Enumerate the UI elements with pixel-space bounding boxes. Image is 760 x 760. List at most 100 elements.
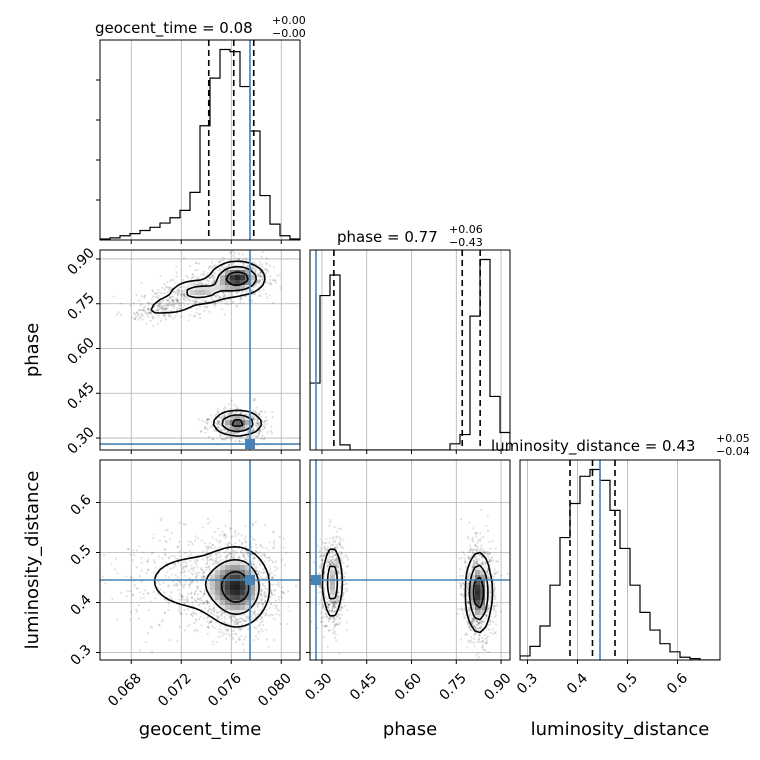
sample-point bbox=[257, 572, 260, 575]
sample-point bbox=[211, 274, 214, 277]
sample-point bbox=[327, 607, 330, 610]
sample-point bbox=[166, 299, 169, 302]
density-cell bbox=[225, 280, 231, 286]
sample-point bbox=[461, 574, 464, 578]
sample-point bbox=[259, 271, 262, 274]
sample-point bbox=[333, 540, 336, 544]
sample-point bbox=[220, 300, 223, 304]
sample-point bbox=[235, 633, 238, 636]
sample-point bbox=[242, 648, 246, 652]
sample-point bbox=[336, 599, 339, 602]
sample-point bbox=[273, 593, 276, 596]
sample-point bbox=[186, 276, 190, 279]
sample-point bbox=[164, 548, 167, 551]
sample-point bbox=[205, 545, 208, 548]
sample-point bbox=[173, 302, 176, 306]
sample-point bbox=[332, 604, 336, 608]
sample-point bbox=[224, 550, 228, 553]
sample-point bbox=[254, 411, 257, 414]
sample-point bbox=[162, 581, 165, 584]
sample-point bbox=[211, 438, 214, 441]
sample-point bbox=[231, 555, 234, 558]
sample-point bbox=[278, 535, 281, 539]
sample-point bbox=[173, 555, 176, 558]
sample-point bbox=[234, 541, 237, 545]
sample-point bbox=[266, 431, 269, 434]
sample-point bbox=[225, 300, 228, 303]
sample-point bbox=[481, 639, 484, 642]
sample-point bbox=[254, 549, 257, 552]
sample-point bbox=[166, 307, 169, 310]
sample-point bbox=[189, 314, 192, 317]
sample-point bbox=[228, 541, 231, 544]
sample-point bbox=[170, 531, 173, 534]
density-cell bbox=[225, 605, 231, 611]
sample-point bbox=[165, 561, 168, 565]
sample-point bbox=[198, 598, 201, 601]
sample-point bbox=[471, 617, 474, 620]
sample-point bbox=[226, 554, 229, 557]
sample-point bbox=[257, 281, 260, 284]
sample-point bbox=[243, 551, 247, 554]
sample-point bbox=[195, 301, 198, 304]
sample-point bbox=[202, 574, 205, 578]
sample-point bbox=[265, 613, 268, 616]
sample-point bbox=[261, 275, 264, 278]
sample-point bbox=[192, 569, 195, 572]
sample-point bbox=[166, 303, 169, 306]
sample-point bbox=[258, 290, 261, 293]
sample-point bbox=[227, 403, 230, 406]
sample-point bbox=[164, 303, 167, 306]
sample-point bbox=[267, 270, 270, 273]
density-cell bbox=[210, 600, 216, 606]
sample-point bbox=[188, 577, 192, 580]
sample-point bbox=[263, 590, 266, 594]
sample-point bbox=[268, 559, 271, 562]
sample-point bbox=[162, 298, 165, 301]
density-cell bbox=[215, 565, 221, 571]
sample-point bbox=[208, 276, 212, 279]
sample-point bbox=[210, 619, 213, 623]
panel-content bbox=[310, 250, 510, 450]
sample-point bbox=[147, 307, 150, 310]
ytick-label-phase: 0.45 bbox=[64, 379, 97, 412]
sample-point bbox=[221, 612, 224, 615]
sample-point bbox=[140, 569, 143, 572]
sample-point bbox=[175, 298, 179, 301]
sample-point bbox=[262, 268, 265, 272]
sample-point bbox=[479, 547, 483, 550]
sample-point bbox=[476, 541, 479, 544]
sample-point bbox=[274, 565, 277, 568]
density-cell bbox=[240, 585, 246, 591]
sample-point bbox=[338, 616, 341, 619]
sample-point bbox=[164, 539, 167, 543]
sample-point bbox=[221, 259, 224, 262]
sample-point bbox=[333, 539, 337, 543]
sample-point bbox=[262, 571, 266, 574]
sample-point bbox=[475, 623, 478, 626]
sample-point bbox=[133, 317, 136, 320]
sample-point bbox=[206, 417, 209, 421]
sample-point bbox=[256, 279, 259, 282]
sample-point bbox=[334, 546, 337, 549]
sample-point bbox=[169, 279, 172, 282]
sample-point bbox=[179, 564, 182, 567]
sample-point bbox=[258, 623, 261, 626]
sample-point bbox=[178, 550, 181, 553]
sample-point bbox=[324, 624, 328, 627]
sample-point bbox=[259, 617, 263, 621]
sample-point bbox=[188, 299, 192, 303]
sample-point bbox=[138, 649, 142, 652]
density-cell bbox=[230, 585, 236, 591]
sample-point bbox=[175, 292, 178, 295]
sample-point bbox=[465, 586, 469, 589]
sample-point bbox=[202, 592, 206, 595]
sample-point bbox=[167, 303, 170, 306]
sample-point bbox=[169, 295, 172, 298]
sample-point bbox=[158, 297, 161, 300]
sample-point bbox=[322, 605, 325, 609]
sample-point bbox=[241, 618, 244, 621]
sample-point bbox=[258, 562, 261, 565]
sample-point bbox=[196, 571, 199, 574]
